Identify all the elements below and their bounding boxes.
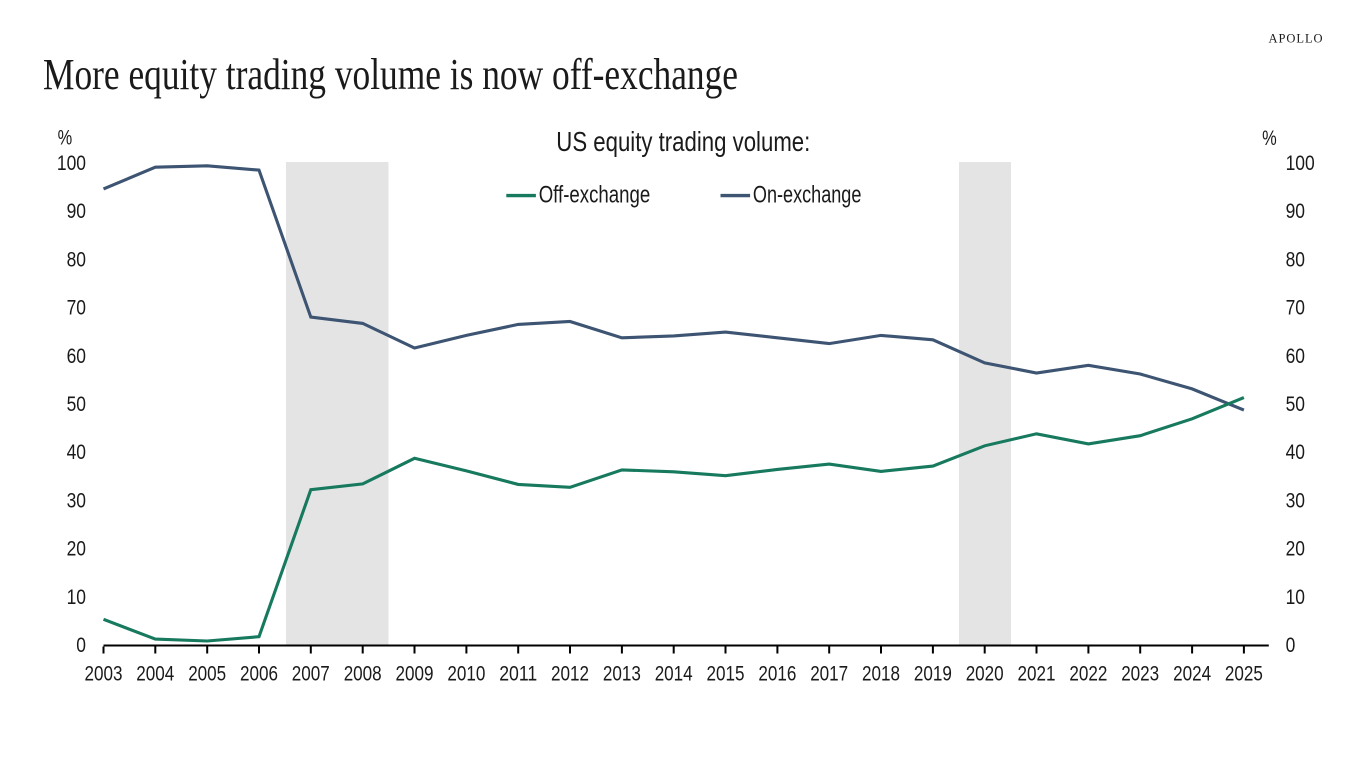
- svg-text:2003: 2003: [85, 662, 123, 686]
- svg-text:20: 20: [1286, 537, 1305, 561]
- svg-text:2013: 2013: [603, 662, 641, 686]
- svg-text:2025: 2025: [1225, 662, 1263, 686]
- svg-text:70: 70: [67, 296, 86, 320]
- svg-text:2006: 2006: [240, 662, 278, 686]
- svg-text:2023: 2023: [1121, 662, 1159, 686]
- svg-text:50: 50: [67, 392, 86, 416]
- svg-text:50: 50: [1286, 392, 1305, 416]
- svg-text:10: 10: [67, 585, 86, 609]
- svg-text:Off-exchange: Off-exchange: [539, 182, 651, 209]
- svg-text:30: 30: [67, 488, 86, 512]
- svg-text:80: 80: [1286, 247, 1305, 271]
- svg-text:90: 90: [67, 199, 86, 223]
- svg-text:On-exchange: On-exchange: [753, 182, 862, 209]
- svg-text:40: 40: [1286, 440, 1305, 464]
- svg-text:70: 70: [1286, 296, 1305, 320]
- svg-text:100: 100: [57, 151, 86, 175]
- svg-text:0: 0: [1286, 633, 1296, 657]
- svg-text:40: 40: [67, 440, 86, 464]
- svg-text:2021: 2021: [1018, 662, 1056, 686]
- svg-text:2022: 2022: [1069, 662, 1107, 686]
- svg-text:2008: 2008: [344, 662, 382, 686]
- svg-text:2010: 2010: [447, 662, 485, 686]
- svg-text:2019: 2019: [914, 662, 952, 686]
- svg-text:2009: 2009: [396, 662, 434, 686]
- svg-text:2011: 2011: [499, 662, 537, 686]
- svg-text:2012: 2012: [551, 662, 589, 686]
- svg-text:APOLLO: APOLLO: [1269, 32, 1324, 46]
- svg-text:2024: 2024: [1173, 662, 1211, 686]
- svg-text:More equity trading volume is: More equity trading volume is now off-ex…: [43, 50, 738, 99]
- svg-text:2007: 2007: [292, 662, 330, 686]
- svg-text:US equity trading volume:: US equity trading volume:: [556, 126, 810, 157]
- svg-text:20: 20: [67, 537, 86, 561]
- svg-text:0: 0: [76, 633, 86, 657]
- svg-text:2005: 2005: [188, 662, 226, 686]
- svg-text:2015: 2015: [707, 662, 745, 686]
- svg-text:%: %: [1262, 126, 1277, 150]
- svg-text:60: 60: [67, 344, 86, 368]
- svg-text:2020: 2020: [966, 662, 1004, 686]
- svg-text:10: 10: [1286, 585, 1305, 609]
- svg-text:80: 80: [67, 247, 86, 271]
- svg-text:%: %: [58, 125, 73, 149]
- svg-text:60: 60: [1286, 344, 1305, 368]
- svg-text:2018: 2018: [862, 662, 900, 686]
- svg-text:100: 100: [1286, 151, 1315, 175]
- svg-text:90: 90: [1286, 199, 1305, 223]
- svg-text:2017: 2017: [810, 662, 848, 686]
- svg-text:30: 30: [1286, 488, 1305, 512]
- svg-text:2004: 2004: [136, 662, 174, 686]
- svg-text:2016: 2016: [758, 662, 796, 686]
- svg-text:2014: 2014: [655, 662, 693, 686]
